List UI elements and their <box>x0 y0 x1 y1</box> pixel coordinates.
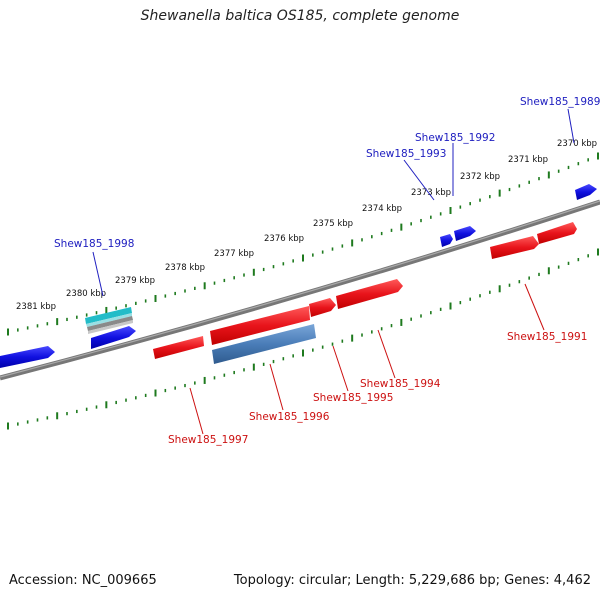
inner-scale-ring <box>7 248 599 430</box>
gene-arrow-forward[interactable] <box>309 298 336 317</box>
scale-label: 2378 kbp <box>165 263 205 273</box>
map-title: Shewanella baltica OS185, complete genom… <box>140 8 460 24</box>
scale-labels: 2381 kbp 2380 kbp 2379 kbp 2378 kbp 2377… <box>16 139 597 312</box>
gene-arrow-forward[interactable] <box>336 279 403 309</box>
scale-label: 2381 kbp <box>16 302 56 312</box>
gene-arrow-forward[interactable] <box>153 336 204 359</box>
gene-label-reverse[interactable]: Shew185_1998 <box>54 238 134 250</box>
outer-scale-ring <box>7 152 599 336</box>
scale-label: 2380 kbp <box>66 289 106 299</box>
gene-arrow-reverse[interactable] <box>575 184 597 200</box>
forward-strand-genes <box>153 222 577 359</box>
pseudo-gene[interactable] <box>212 324 316 364</box>
scale-label: 2374 kbp <box>362 204 402 214</box>
gene-label-forward[interactable]: Shew185_1996 <box>249 411 330 423</box>
gene-labels: Shew185_1989 Shew185_1992 Shew185_1993 S… <box>54 96 600 446</box>
gene-arrow-reverse[interactable] <box>454 226 476 241</box>
gene-arrow-forward[interactable] <box>490 236 539 259</box>
genome-backbone-highlight <box>0 200 600 378</box>
gene-arrow-reverse[interactable] <box>91 326 136 349</box>
reverse-strand-genes <box>0 184 597 368</box>
scale-label: 2372 kbp <box>460 172 500 182</box>
genome-summary-text: Topology: circular; Length: 5,229,686 bp… <box>233 573 591 588</box>
genome-backbone <box>0 199 600 381</box>
gene-label-reverse[interactable]: Shew185_1989 <box>520 96 600 108</box>
scale-label: 2375 kbp <box>313 219 353 229</box>
label-leader-lines <box>92 108 575 435</box>
gene-label-forward[interactable]: Shew185_1995 <box>313 392 393 404</box>
gene-arrow-forward[interactable] <box>537 222 577 244</box>
scale-label: 2371 kbp <box>508 155 548 165</box>
scale-label: 2370 kbp <box>557 139 597 149</box>
gene-label-reverse[interactable]: Shew185_1992 <box>415 132 495 144</box>
gene-label-forward[interactable]: Shew185_1991 <box>507 331 587 343</box>
gene-label-forward[interactable]: Shew185_1997 <box>168 434 248 446</box>
scale-label: 2376 kbp <box>264 234 304 244</box>
scale-label: 2379 kbp <box>115 276 155 286</box>
gene-arrow-forward[interactable] <box>210 306 310 345</box>
gene-arrow-reverse[interactable] <box>440 234 453 247</box>
rna-gene[interactable] <box>85 307 133 334</box>
gene-label-reverse[interactable]: Shew185_1993 <box>366 148 446 160</box>
scale-label: 2373 kbp <box>411 188 451 198</box>
scale-label: 2377 kbp <box>214 249 254 259</box>
gene-label-forward[interactable]: Shew185_1994 <box>360 378 441 390</box>
accession-text: Accession: NC_009665 <box>9 573 157 588</box>
gene-arrow-reverse[interactable] <box>0 346 55 368</box>
